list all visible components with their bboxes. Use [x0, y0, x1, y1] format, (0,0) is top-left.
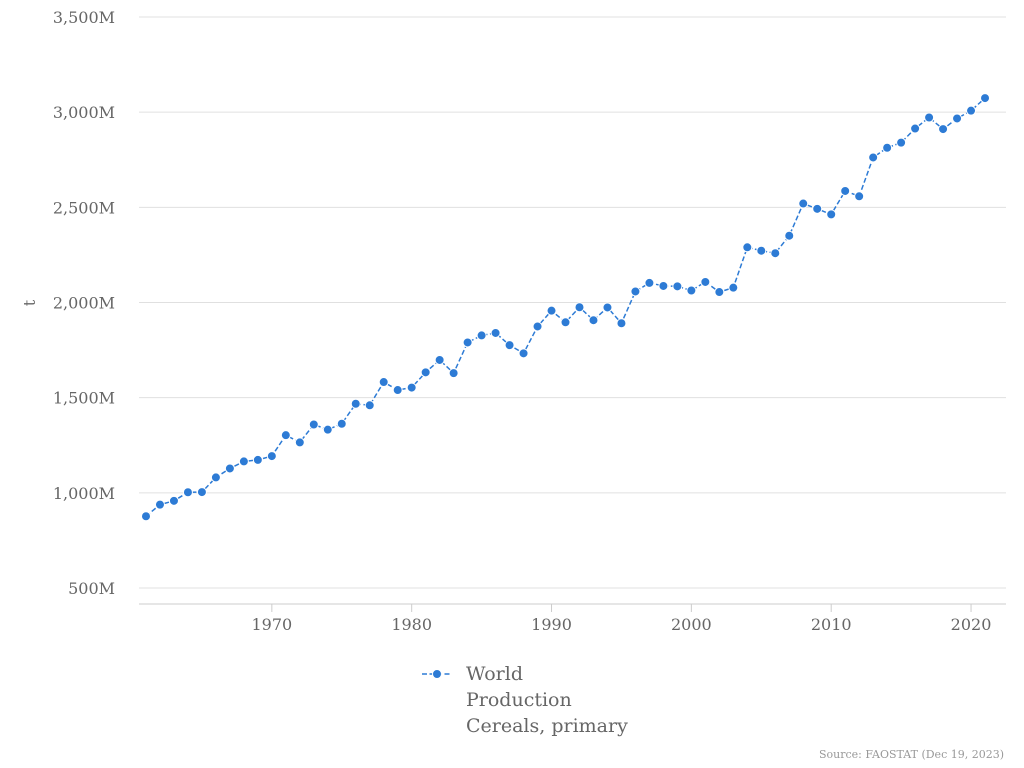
x-tick-label: 2020 — [951, 615, 992, 634]
data-point[interactable] — [448, 368, 459, 379]
y-tick-label: 1,000M — [53, 484, 115, 503]
data-point[interactable] — [154, 499, 165, 510]
y-axis-title: t — [20, 299, 39, 306]
data-point[interactable] — [364, 400, 375, 411]
data-point[interactable] — [616, 318, 627, 329]
y-tick-label: 2,500M — [53, 198, 115, 217]
data-point[interactable] — [182, 487, 193, 498]
data-point[interactable] — [896, 137, 907, 148]
data-point[interactable] — [980, 93, 991, 104]
y-tick-label: 1,500M — [53, 389, 115, 408]
series-world-production-cereals — [140, 93, 991, 522]
data-point[interactable] — [770, 248, 781, 259]
data-point[interactable] — [238, 456, 249, 467]
data-point[interactable] — [378, 377, 389, 388]
data-point[interactable] — [490, 327, 501, 338]
x-axis-tick-labels: 1970 1980 1990 2000 2010 2020 — [251, 604, 991, 634]
gridlines — [139, 16, 1006, 605]
data-point[interactable] — [924, 112, 935, 123]
x-tick-label: 2010 — [811, 615, 852, 634]
data-point[interactable] — [840, 185, 851, 196]
data-point[interactable] — [350, 398, 361, 409]
data-point[interactable] — [420, 367, 431, 378]
data-point[interactable] — [826, 209, 837, 220]
data-point[interactable] — [588, 315, 599, 326]
data-point[interactable] — [728, 282, 739, 293]
data-point[interactable] — [546, 305, 557, 316]
data-point[interactable] — [392, 385, 403, 396]
data-point[interactable] — [812, 203, 823, 214]
data-point[interactable] — [868, 152, 879, 163]
data-point[interactable] — [630, 286, 641, 297]
data-point[interactable] — [574, 302, 585, 313]
data-point[interactable] — [504, 340, 515, 351]
legend-line-1: World — [466, 663, 523, 685]
data-point[interactable] — [224, 463, 235, 474]
data-point[interactable] — [854, 191, 865, 202]
data-point[interactable] — [322, 424, 333, 435]
y-tick-label: 3,000M — [53, 103, 115, 122]
source-credit: Source: FAOSTAT (Dec 19, 2023) — [819, 748, 1004, 761]
data-point[interactable] — [434, 354, 445, 365]
data-point[interactable] — [966, 105, 977, 116]
x-tick-label: 1990 — [531, 615, 572, 634]
data-point[interactable] — [658, 280, 669, 291]
data-point[interactable] — [672, 281, 683, 292]
legend-line-2: Production — [466, 689, 572, 711]
data-point[interactable] — [210, 472, 221, 483]
y-tick-label: 500M — [68, 579, 115, 598]
y-axis-tick-labels: 500M 1,000M 1,500M 2,000M 2,500M 3,000M 3,500M — [53, 8, 115, 598]
data-point[interactable] — [644, 277, 655, 288]
x-tick-label: 2000 — [671, 615, 712, 634]
legend-marker-dot — [432, 669, 442, 679]
data-point[interactable] — [294, 437, 305, 448]
data-point[interactable] — [476, 330, 487, 341]
data-point[interactable] — [406, 382, 417, 393]
data-point[interactable] — [462, 337, 473, 348]
data-point[interactable] — [910, 123, 921, 134]
data-point[interactable] — [266, 451, 277, 462]
data-point[interactable] — [196, 487, 207, 498]
data-point[interactable] — [280, 430, 291, 441]
data-point[interactable] — [602, 302, 613, 313]
y-tick-label: 2,000M — [53, 294, 115, 313]
data-point[interactable] — [686, 285, 697, 296]
data-point[interactable] — [952, 113, 963, 124]
data-point[interactable] — [714, 287, 725, 298]
data-point[interactable] — [252, 454, 263, 465]
x-tick-label: 1980 — [391, 615, 432, 634]
data-point[interactable] — [168, 495, 179, 506]
data-point[interactable] — [518, 348, 529, 359]
data-point[interactable] — [336, 418, 347, 429]
data-point[interactable] — [532, 321, 543, 332]
data-point[interactable] — [784, 230, 795, 241]
data-point[interactable] — [742, 242, 753, 253]
data-point[interactable] — [140, 511, 151, 522]
data-point[interactable] — [882, 142, 893, 153]
data-point[interactable] — [308, 419, 319, 430]
x-tick-label: 1970 — [251, 615, 292, 634]
data-point[interactable] — [756, 245, 767, 256]
data-point[interactable] — [938, 124, 949, 135]
legend-line-3: Cereals, primary — [466, 715, 628, 737]
data-point[interactable] — [798, 198, 809, 209]
y-tick-label: 3,500M — [53, 8, 115, 27]
data-point[interactable] — [560, 317, 571, 328]
legend[interactable]: World Production Cereals, primary — [422, 663, 628, 737]
data-point[interactable] — [700, 276, 711, 287]
